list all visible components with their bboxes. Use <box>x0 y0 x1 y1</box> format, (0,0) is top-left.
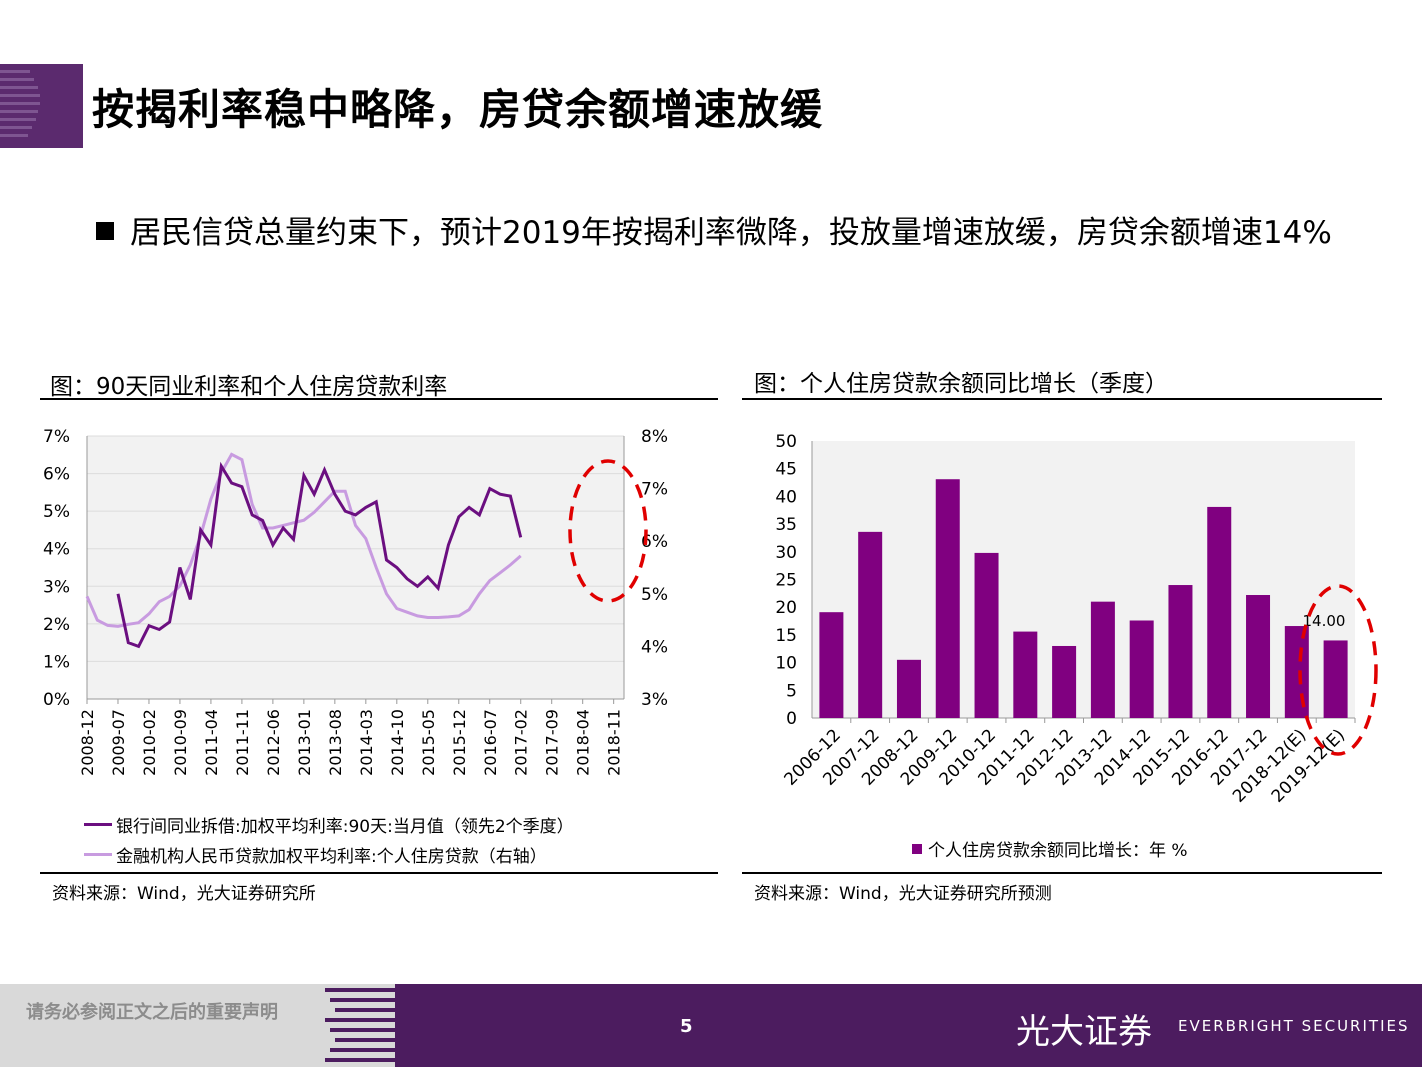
legend-swatch-light <box>84 853 112 856</box>
left-chart-top-rule <box>40 398 718 400</box>
right-chart-bottom-rule <box>742 872 1382 874</box>
bar <box>1129 620 1154 718</box>
bar <box>1168 585 1193 718</box>
y-left-tick-label: 5% <box>43 502 70 522</box>
legend-item-bar: 个人住房贷款余额同比增长：年 % <box>912 836 1188 861</box>
bar <box>819 612 844 718</box>
brand-logo-cn: 光大证券 <box>1016 1012 1152 1052</box>
highlight-circle <box>568 459 648 603</box>
series-housing-loan-rate-line <box>85 452 522 628</box>
y-tick-label: 15 <box>775 626 797 646</box>
y-tick-label: 25 <box>775 571 797 591</box>
legend-item-housing: 金融机构人民币贷款加权平均利率:个人住房贷款（右轴） <box>84 842 547 867</box>
page-number: 5 <box>680 1016 693 1037</box>
y-tick-label: 45 <box>775 460 797 480</box>
bar <box>1013 631 1038 718</box>
footer-disclaimer: 请务必参阅正文之后的重要声明 <box>26 1002 278 1023</box>
legend-label-interbank: 银行间同业拆借:加权平均利率:90天:当月值（领先2个季度） <box>116 817 574 837</box>
series-interbank-rate-line <box>116 461 523 649</box>
y-tick-label: 5 <box>786 681 797 701</box>
left-line-chart: 0% 1% 2% 3% 4% 5% 6% 7% 3% 4% 5% 6% 7% 8% 2008-12 200… <box>43 427 668 776</box>
x-tick-label: 2018-11 <box>605 709 624 776</box>
y-right-tick-label: 8% <box>641 427 668 447</box>
title-accent-block <box>0 64 83 148</box>
right-chart-source: 资料来源：Wind，光大证券研究所预测 <box>754 884 1052 904</box>
bar <box>1090 601 1115 718</box>
x-tick-label: 2013-08 <box>326 709 345 776</box>
brand-logo-en: EVERBRIGHT SECURITIES <box>1178 1017 1410 1035</box>
y-left-tick-label: 6% <box>43 465 70 485</box>
left-chart-source: 资料来源：Wind，光大证券研究所 <box>52 884 316 904</box>
x-tick-label: 2014-10 <box>388 709 407 776</box>
y-right-tick-label: 7% <box>641 480 668 500</box>
page-title: 按揭利率稳中略降，房贷余额增速放缓 <box>92 85 824 134</box>
left-chart-bottom-rule <box>40 872 718 874</box>
legend-swatch-dark <box>84 823 112 826</box>
y-left-tick-label: 0% <box>43 690 70 710</box>
footer-stripes-icon <box>325 988 395 1062</box>
bar <box>896 659 921 718</box>
y-tick-label: 35 <box>775 515 797 535</box>
y-tick-label: 20 <box>775 598 797 618</box>
bar <box>1323 640 1348 718</box>
bar <box>974 552 999 718</box>
left-chart-title: 图：90天同业利率和个人住房贷款利率 <box>50 374 448 400</box>
bar <box>935 479 960 718</box>
x-tick-label: 2013-01 <box>295 709 314 776</box>
y-left-tick-label: 7% <box>43 427 70 447</box>
y-tick-label: 40 <box>775 487 797 507</box>
y-right-tick-label: 4% <box>641 637 668 657</box>
y-right-tick-label: 5% <box>641 585 668 605</box>
plot-background <box>87 436 624 699</box>
x-tick-label: 2018-04 <box>574 709 593 776</box>
x-tick-label: 2011-11 <box>233 709 252 776</box>
bullet-marker-icon <box>96 222 114 240</box>
y-left-tick-label: 3% <box>43 577 70 597</box>
highlight-circle <box>1298 584 1378 756</box>
x-tick-label: 2014-03 <box>357 709 376 776</box>
plot-background <box>812 441 1355 718</box>
y-tick-label: 10 <box>775 654 797 674</box>
legend-label-housing: 金融机构人民币贷款加权平均利率:个人住房贷款（右轴） <box>116 847 547 867</box>
y-left-tick-label: 2% <box>43 615 70 635</box>
y-tick-label: 0 <box>786 709 797 729</box>
legend-swatch-bar <box>912 843 922 854</box>
bar <box>1052 645 1077 718</box>
legend-item-interbank: 银行间同业拆借:加权平均利率:90天:当月值（领先2个季度） <box>84 812 574 837</box>
y-right-tick-label: 6% <box>641 532 668 552</box>
x-tick-label: 2017-09 <box>543 709 562 776</box>
y-tick-label: 30 <box>775 543 797 563</box>
y-tick-label: 50 <box>775 432 797 452</box>
footer-disclaimer-panel <box>0 984 395 1067</box>
stripes-logo-icon <box>0 64 83 148</box>
bar <box>1246 595 1271 718</box>
legend-label-bar: 个人住房贷款余额同比增长：年 % <box>928 841 1188 861</box>
y-right-tick-label: 3% <box>641 690 668 710</box>
bar <box>858 531 883 718</box>
x-tick-label: 2010-02 <box>140 709 159 776</box>
x-tick-label: 2008-12 <box>78 709 97 776</box>
x-tick-label: 2015-12 <box>450 709 469 776</box>
bar <box>1284 626 1309 718</box>
x-tick-label: 2010-09 <box>171 709 190 776</box>
x-tick-label: 2009-07 <box>109 709 128 776</box>
bar <box>1207 506 1232 718</box>
bullet-text: 居民信贷总量约束下，预计2019年按揭利率微降，投放量增速放缓，房贷余额增速14… <box>130 215 1332 251</box>
x-tick-label: 2011-04 <box>202 709 221 776</box>
x-tick-label: 2012-06 <box>264 709 283 776</box>
x-tick-label: 2017-02 <box>512 709 531 776</box>
right-chart-title: 图：个人住房贷款余额同比增长（季度） <box>754 371 1168 397</box>
data-label-2019: 14.00 <box>1303 612 1346 630</box>
x-tick-label: 2016-07 <box>481 709 500 776</box>
y-left-tick-label: 1% <box>43 652 70 672</box>
right-chart-top-rule <box>742 398 1382 400</box>
y-left-tick-label: 4% <box>43 540 70 560</box>
x-tick-label: 2015-05 <box>419 709 438 776</box>
